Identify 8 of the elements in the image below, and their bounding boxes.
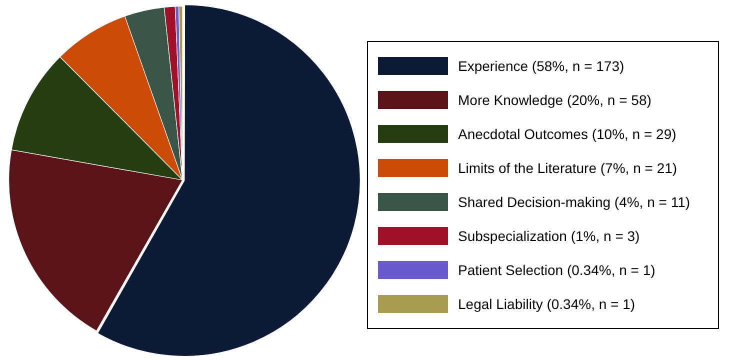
legend-label: Anecdotal Outcomes (10%, n = 29) [458,126,676,142]
legend-label: Patient Selection (0.34%, n = 1) [458,262,656,278]
legend-label: Shared Decision-making (4%, n = 11) [458,194,690,210]
legend-label: Subspecialization (1%, n = 3) [458,228,640,244]
legend-label: Legal Liability (0.34%, n = 1) [458,296,636,312]
legend-label: More Knowledge (20%, n = 58) [458,92,652,108]
legend-label: Limits of the Literature (7%, n = 21) [458,160,678,176]
legend-label: Experience (58%, n = 173) [458,58,624,74]
